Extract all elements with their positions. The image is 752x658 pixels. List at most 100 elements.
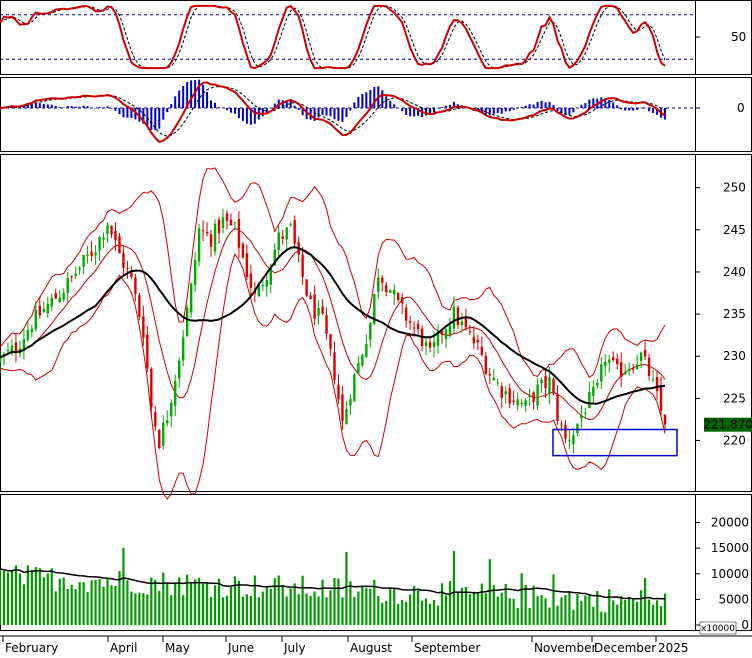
candle-body	[480, 346, 484, 355]
volume-bar	[405, 601, 408, 625]
volume-bar	[281, 585, 284, 625]
candle-body	[345, 408, 348, 425]
candle-body	[221, 217, 225, 229]
candle-body	[70, 275, 73, 277]
macd-histogram-bar	[261, 108, 264, 117]
macd-histogram-bar	[361, 93, 364, 108]
volume-bar	[301, 575, 304, 625]
volume-tick-label: 15000	[711, 541, 749, 555]
macd-histogram-bar	[576, 108, 579, 109]
candle-body	[237, 218, 241, 248]
candle-body	[604, 361, 607, 367]
macd-histogram-bar	[229, 108, 232, 113]
candle-body	[608, 359, 611, 363]
macd-histogram-bar	[564, 108, 567, 116]
candle-body	[444, 329, 448, 340]
candle-body	[397, 292, 400, 301]
volume-bar	[476, 592, 479, 625]
macd-histogram-bar	[516, 107, 519, 109]
volume-bar	[428, 603, 432, 625]
candle-body	[357, 362, 360, 374]
macd-histogram-bar	[245, 108, 248, 124]
candle-body	[552, 379, 555, 394]
macd-histogram-bar	[269, 108, 272, 109]
volume-bar	[624, 599, 627, 625]
candle-body	[659, 386, 663, 411]
macd-histogram-bar	[42, 103, 45, 108]
candle-body	[6, 350, 10, 352]
volume-bar	[182, 594, 185, 625]
volume-bar	[22, 584, 25, 625]
macd-histogram-bar	[349, 108, 352, 111]
candle-body	[98, 236, 101, 251]
macd-histogram-bar	[488, 108, 491, 116]
candle-body	[154, 412, 157, 427]
candle-body	[42, 309, 46, 312]
candle-body	[142, 316, 145, 338]
volume-bar	[381, 602, 384, 625]
volume-bar	[233, 576, 237, 625]
macd-histogram-bar	[413, 108, 416, 117]
candle-body	[484, 355, 488, 374]
volume-bar	[249, 595, 252, 625]
volume-bar	[341, 597, 344, 625]
candle-body	[213, 223, 217, 252]
volume-bar	[94, 579, 97, 625]
volume-bar	[30, 569, 33, 625]
macd-histogram-bar	[122, 108, 125, 118]
volume-bar	[42, 577, 45, 625]
volume-bar	[432, 600, 436, 625]
volume-bar	[628, 596, 631, 625]
volume-bar	[564, 595, 567, 625]
volume-bar	[393, 588, 396, 625]
candle-body	[588, 392, 591, 409]
volume-bar	[130, 591, 133, 625]
macd-histogram-bar	[281, 100, 284, 108]
candle-body	[560, 423, 563, 425]
candle-body	[647, 357, 651, 376]
macd-histogram-bar	[572, 108, 575, 113]
volume-bar	[377, 596, 380, 625]
macd-histogram-bar	[580, 104, 583, 108]
macd-histogram-bar	[600, 97, 603, 108]
price-tick-label: 220	[723, 433, 746, 447]
volume-bar	[261, 591, 264, 625]
candle-body	[54, 293, 57, 299]
price-tick-label: 245	[723, 223, 746, 237]
macd-histogram-bar	[273, 103, 276, 108]
candle-body	[377, 277, 380, 292]
macd-histogram-bar	[86, 106, 89, 108]
candle-body	[174, 380, 177, 406]
candle-body	[166, 420, 169, 424]
candle-body	[408, 321, 412, 323]
candle-body	[102, 237, 105, 240]
macd-histogram-bar	[26, 104, 29, 108]
x-tick-label: August	[350, 641, 392, 655]
candle-body	[158, 430, 161, 448]
volume-bar	[309, 595, 312, 625]
candle-body	[269, 266, 272, 285]
price-tick-label: 240	[723, 265, 746, 279]
candle-body	[393, 289, 396, 295]
volume-bar	[38, 568, 41, 625]
macd-histogram-bar	[560, 108, 563, 113]
candle-body	[389, 290, 392, 293]
candle-body	[225, 213, 229, 222]
volume-bar	[154, 580, 157, 625]
candle-body	[516, 399, 519, 406]
candle-body	[548, 376, 551, 394]
candle-body	[456, 307, 460, 325]
volume-bar	[201, 583, 205, 625]
macd-histogram-bar	[106, 106, 109, 108]
candle-body	[361, 354, 364, 366]
volume-bar	[409, 594, 412, 625]
candle-body	[528, 395, 531, 397]
macd-histogram-bar	[341, 108, 344, 122]
panel-frame	[0, 154, 752, 492]
macd-histogram-bar	[114, 108, 117, 111]
candle-body	[181, 337, 185, 361]
candle-body	[556, 394, 559, 421]
volume-bar	[444, 595, 448, 625]
macd-histogram-bar	[616, 105, 619, 108]
candle-body	[94, 252, 97, 256]
